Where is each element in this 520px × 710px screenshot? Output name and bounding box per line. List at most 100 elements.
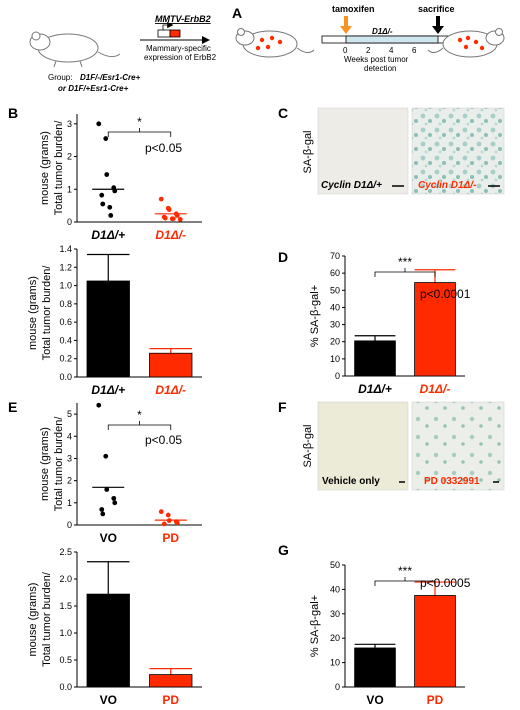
bar [414, 282, 456, 377]
bar [86, 280, 130, 378]
significance-stars: *** [398, 564, 412, 578]
y-tick-label: 1 [67, 184, 72, 194]
expression-line1: Mammary-specific [146, 44, 211, 53]
micrograph-label-right-f: PD 0332991 [424, 476, 480, 487]
micrograph-label-right-c: Cyclin D1Δ/- [418, 180, 477, 191]
data-point [177, 216, 183, 222]
y-tick-label: 2 [67, 476, 72, 486]
y-tick-label: 0.8 [59, 299, 72, 309]
micrograph-left-f [317, 401, 409, 491]
y-tick-label: 0 [335, 682, 340, 692]
category-label: D1Δ/- [155, 228, 186, 242]
y-tick-label: 30 [330, 320, 340, 330]
y-axis-label: % SA-β-gal+ [309, 285, 321, 347]
y-tick-label: 1.4 [59, 244, 72, 254]
chart-g-bar: 0 10 20 30 40 50 % SA-β-gal+ VO PD *** [309, 560, 465, 707]
y-tick-label: 20 [330, 633, 340, 643]
y-tick-label: 2.0 [59, 574, 72, 584]
data-point [96, 121, 102, 127]
category-label: D1Δ/+ [91, 383, 125, 397]
tamoxifen-label: tamoxifen [332, 4, 375, 14]
bar [149, 352, 193, 378]
panel-letter-d: D [278, 249, 288, 265]
timeline-tick: 0 [343, 46, 348, 55]
category-label: VO [100, 531, 117, 545]
timeline-caption-line1: Weeks post tumor [344, 55, 409, 64]
y-tick-label: 0.4 [59, 335, 72, 345]
data-point [161, 521, 167, 527]
data-point [99, 507, 105, 512]
bar [354, 340, 396, 377]
y-tick-label: 40 [330, 584, 340, 594]
y-tick-label: 0.5 [59, 655, 72, 665]
y-tick-label: 1.2 [59, 262, 72, 272]
data-point [103, 453, 109, 459]
panel-letter-e: E [8, 399, 17, 415]
y-tick-label: 70 [330, 251, 340, 261]
y-tick-label: 2.5 [59, 547, 72, 557]
y-tick-label: 10 [330, 658, 340, 668]
stain-label-c: SA-β-gal [302, 130, 314, 173]
chart-e-bar: 0.0 0.5 1.0 1.5 2.0 2.5 Total tumor burden/mou… [27, 547, 202, 707]
data-point [165, 512, 171, 518]
y-axis-label: mouse (grams) [27, 583, 39, 657]
y-tick-label: 0.2 [59, 354, 72, 364]
category-label: D1Δ/+ [91, 228, 125, 242]
data-point [158, 509, 164, 515]
panel-letter-b: B [8, 105, 18, 121]
y-tick-label: 20 [330, 337, 340, 347]
y-axis-label: Total tumor burden/ [53, 120, 65, 216]
category-label: VO [100, 693, 117, 707]
y-axis-label: mouse (grams) [39, 427, 51, 501]
y-tick-label: 0 [67, 520, 72, 530]
group-line2: or D1F/+Esr1-Cre+ [58, 84, 129, 93]
data-point [100, 511, 106, 517]
bar [86, 593, 130, 688]
data-point [96, 402, 102, 408]
data-point [100, 201, 106, 207]
y-tick-label: 4 [67, 431, 72, 441]
pvalue-e: p<0.05 [145, 433, 182, 447]
micrograph-right-c [411, 107, 505, 195]
y-tick-label: 1.0 [59, 281, 72, 291]
y-tick-label: 5 [67, 409, 72, 419]
significance-stars: *** [398, 255, 412, 269]
data-point [166, 207, 172, 212]
y-tick-label: 0 [67, 217, 72, 227]
micrograph-label-left-c: Cyclin D1Δ/+ [321, 180, 382, 191]
y-tick-label: 60 [330, 268, 340, 278]
y-axis-label: mouse (grams) [39, 131, 51, 205]
timeline-tick: 6 [412, 46, 417, 55]
panel-letter-c: C [278, 105, 288, 121]
data-point [104, 172, 110, 177]
panel-letter-f: F [278, 399, 287, 415]
data-point [170, 216, 176, 222]
significance-stars: * [137, 408, 142, 422]
y-tick-label: 1.0 [59, 628, 72, 638]
y-tick-label: 2 [67, 152, 72, 162]
y-axis-label: mouse (grams) [27, 276, 39, 350]
data-point [111, 495, 117, 501]
category-label: D1Δ/- [155, 383, 186, 397]
chart-d-bar: 0 10 20 30 40 50 60 70 % SA-β-gal+ D1Δ/+ D1Δ/- *** [309, 251, 465, 396]
data-point [103, 136, 109, 141]
timeline-tick: 4 [389, 46, 394, 55]
y-tick-label: 0.0 [59, 372, 72, 382]
data-point [107, 204, 113, 210]
category-label: D1Δ/+ [358, 382, 392, 396]
y-tick-label: 3 [67, 453, 72, 463]
significance-bracket [107, 131, 172, 137]
data-point [162, 215, 168, 221]
data-point [174, 520, 180, 526]
data-point [158, 196, 164, 202]
category-label: PD [162, 693, 179, 707]
group-label: Group: [48, 73, 72, 82]
y-tick-label: 10 [330, 354, 340, 364]
category-label: PD [162, 531, 179, 545]
significance-bracket [374, 271, 436, 277]
y-axis-label: Total tumor burden/ [41, 265, 53, 361]
mouse-icon [29, 31, 121, 68]
bar [354, 647, 396, 688]
